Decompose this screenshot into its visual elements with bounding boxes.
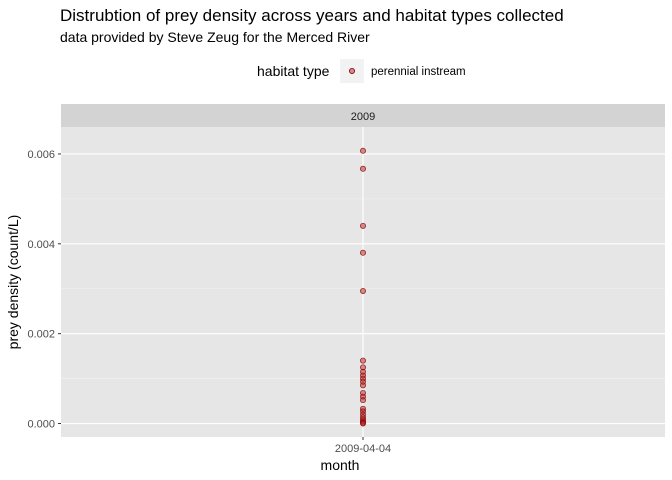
data-point [359,397,366,404]
legend-label-perennial-instream: perennial instream [371,66,466,78]
x-axis-title: month [321,457,360,473]
chart-title: Distrubtion of prey density across years… [60,6,564,25]
strip-background [61,104,665,127]
legend: habitat type perennial instream [257,59,466,83]
data-point [359,249,366,256]
chart-subtitle: data provided by Steve Zeug for the Merc… [60,29,370,45]
y-axis: 0.000 0.002 0.004 0.006 [27,149,61,431]
data-point [359,382,366,389]
legend-title: habitat type [257,63,330,79]
data-point [359,147,366,154]
x-axis: 2009-04-04 [335,437,391,455]
data-point [359,165,366,172]
x-tick-label: 2009-04-04 [335,443,391,455]
y-tick-label: 0.006 [27,149,55,161]
legend-key-point [348,68,355,75]
data-point [359,287,366,294]
data-point [359,420,366,427]
data-point [359,222,366,229]
strip-label: 2009 [351,111,375,123]
data-points [359,147,366,427]
y-tick-label: 0.004 [27,239,55,251]
y-tick-label: 0.000 [27,419,55,431]
y-axis-title: prey density (count/L) [5,215,21,350]
y-tick-label: 0.002 [27,329,55,341]
facet-strip: 2009 [61,104,665,127]
data-point [359,357,366,364]
